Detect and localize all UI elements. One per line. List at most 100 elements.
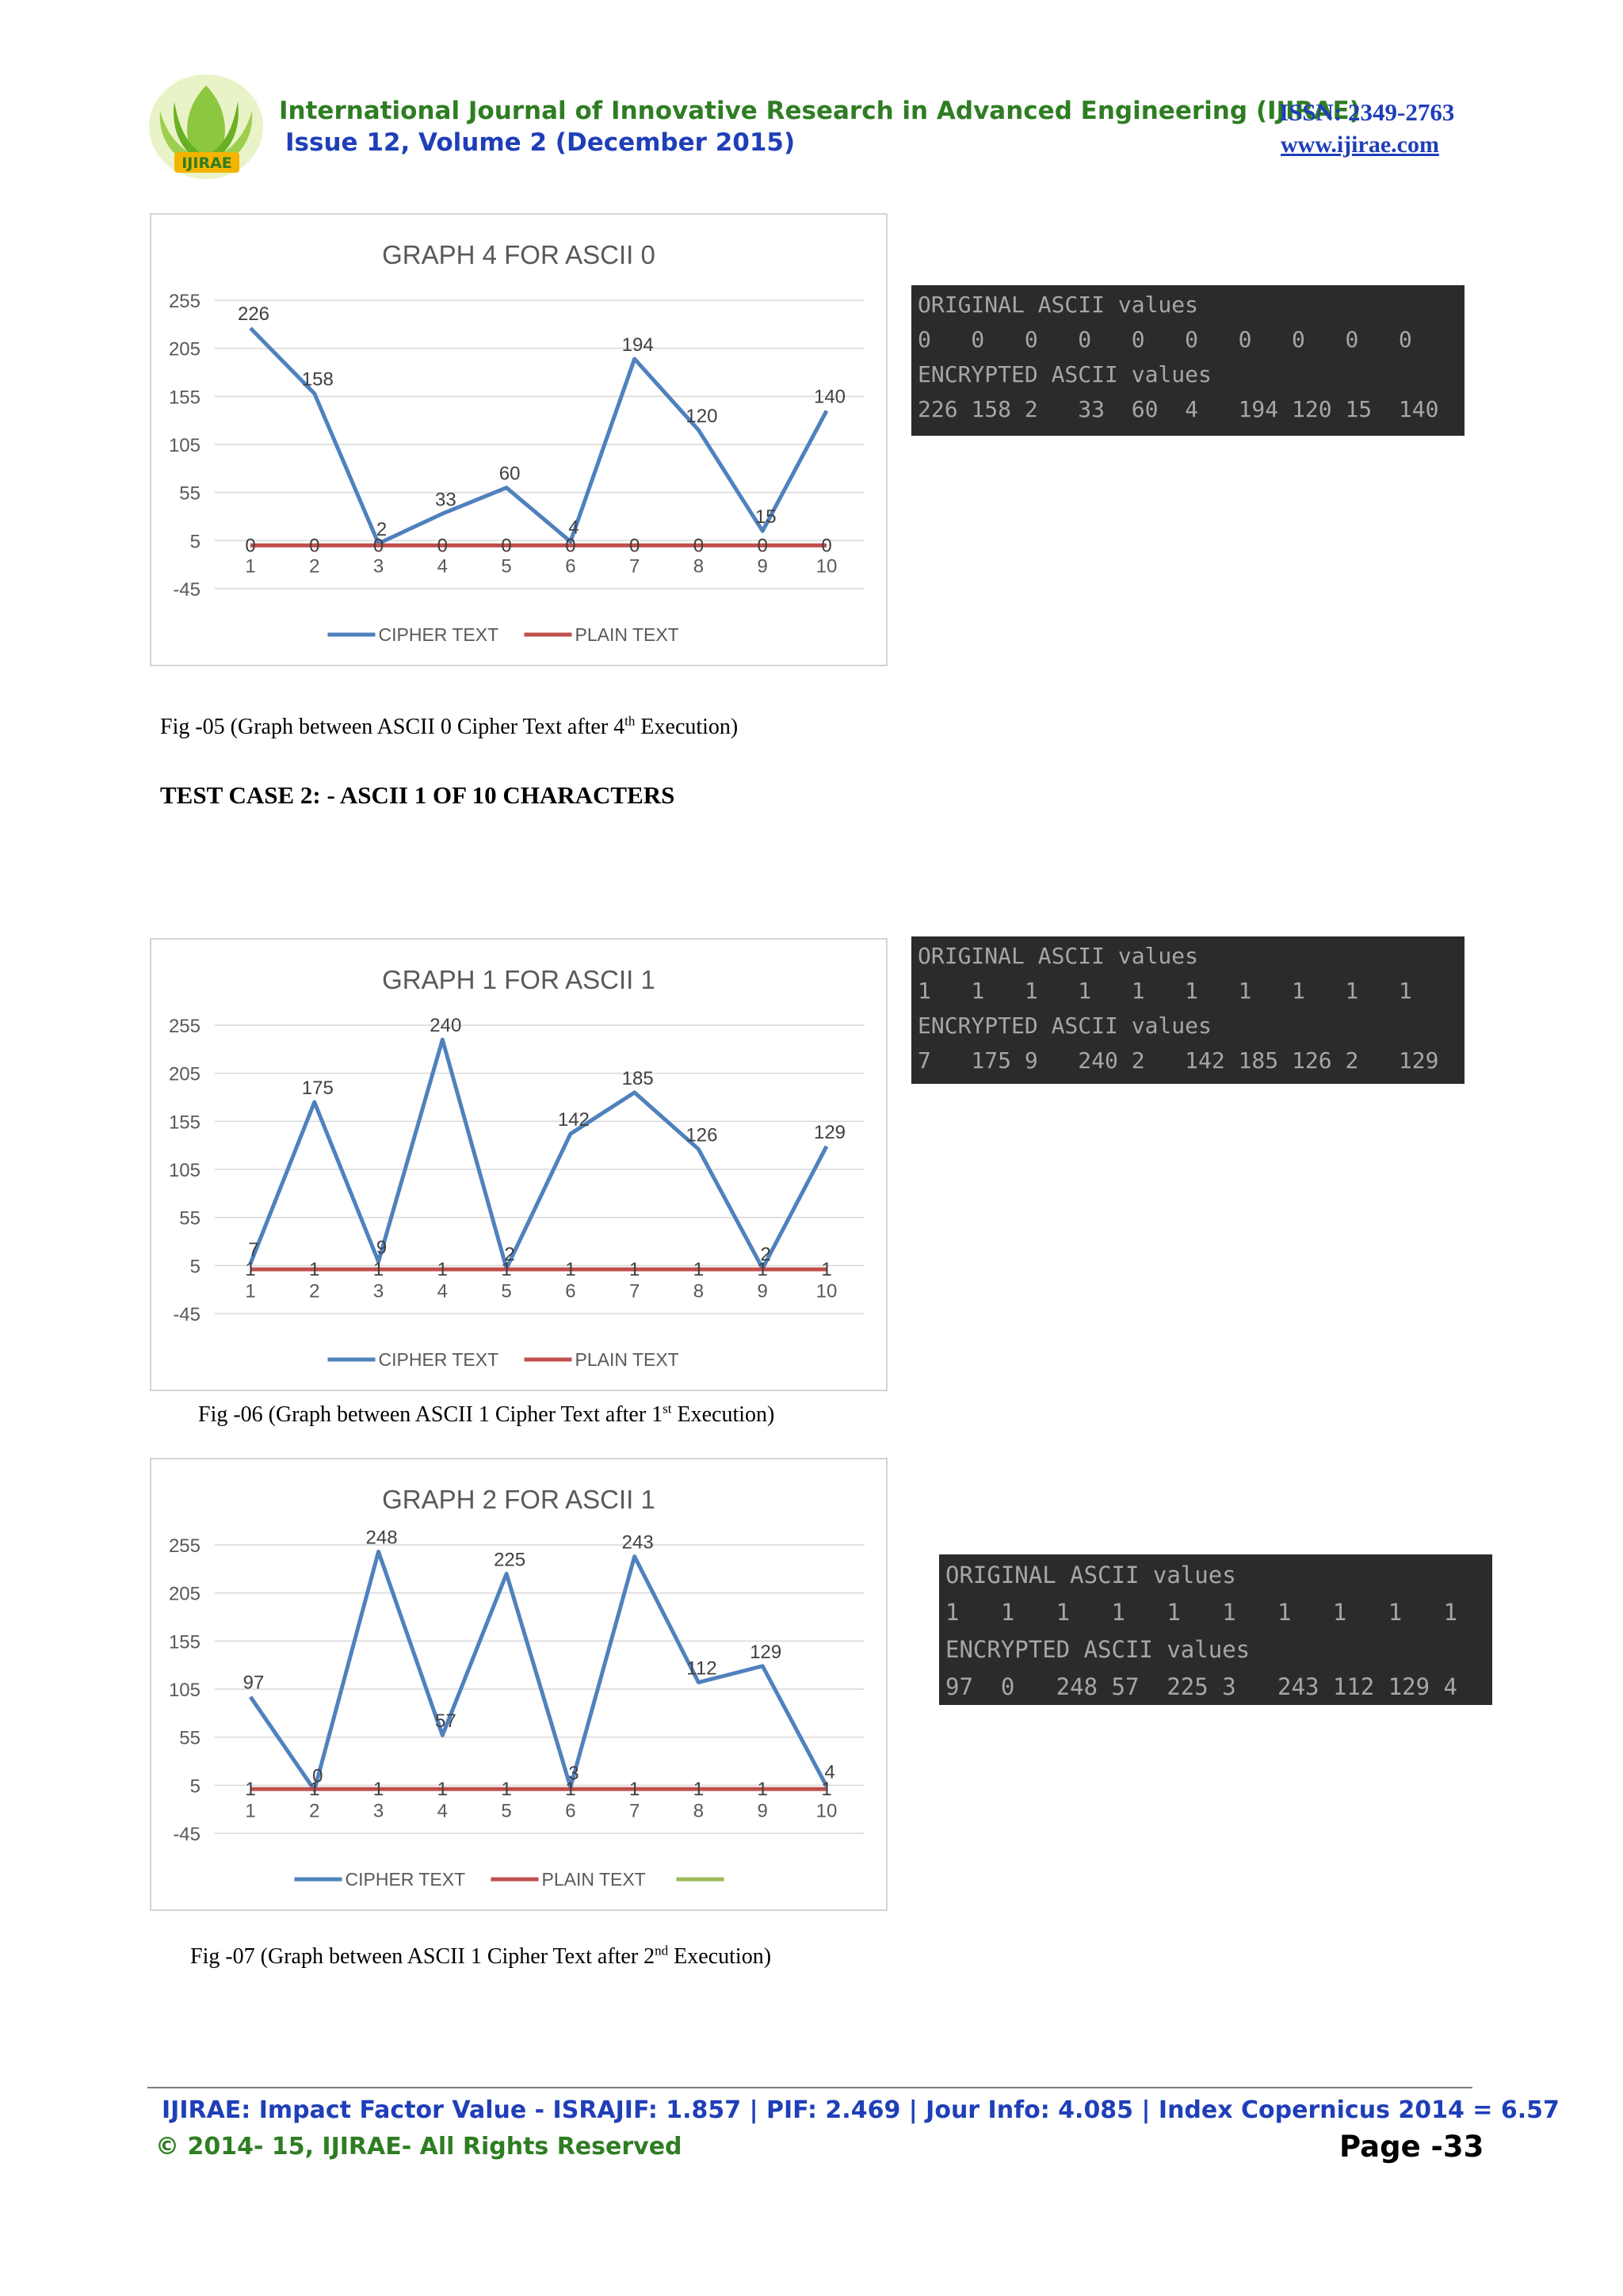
data-label: 112	[686, 1658, 716, 1680]
x-tick-label: 1	[245, 555, 255, 577]
y-tick-label: 5	[190, 531, 200, 552]
x-tick-label: 5	[501, 1280, 511, 1302]
caption-text: Fig -06 (Graph between ASCII 1 Cipher Te…	[198, 1402, 663, 1427]
data-label: 9	[376, 1237, 387, 1258]
data-label: 142	[558, 1109, 590, 1131]
terminal-line: 0 0 0 0 0 0 0 0 0 0	[918, 326, 1412, 353]
x-tick-label: 5	[501, 1800, 511, 1821]
y-tick-label: 205	[169, 1064, 200, 1085]
terminal-output-ascii-1-first: ORIGINAL ASCII values 1 1 1 1 1 1 1 1 1 …	[911, 936, 1465, 1084]
test-case-heading: TEST CASE 2: - ASCII 1 OF 10 CHARACTERS	[160, 781, 675, 809]
legend-label: PLAIN TEXT	[575, 624, 679, 645]
data-label: 1	[565, 1259, 575, 1280]
x-tick-label: 2	[309, 1800, 319, 1821]
x-tick-label: 5	[501, 555, 511, 577]
chart-graph-1-ascii-1: GRAPH 1 FOR ASCII 1 -45 5 55 105 155 205 255 1 2 3…	[150, 938, 888, 1391]
x-tick-label: 6	[565, 1800, 575, 1821]
x-tick-label: 3	[373, 555, 384, 577]
terminal-line: ORIGINAL ASCII values	[918, 943, 1199, 969]
data-label: 1	[437, 1779, 448, 1800]
caption-text: Fig -07 (Graph between ASCII 1 Cipher Te…	[190, 1944, 655, 1969]
y-tick-label: -45	[173, 1304, 200, 1325]
x-tick-label: 3	[373, 1280, 384, 1302]
x-tick-label: 6	[565, 1280, 575, 1302]
x-tick-label: 7	[629, 555, 640, 577]
data-label: 129	[750, 1642, 781, 1663]
terminal-line: ENCRYPTED ASCII values	[918, 361, 1212, 387]
page-number: Page -33	[1339, 2130, 1484, 2164]
data-label: 240	[430, 1015, 461, 1036]
y-tick-label: 155	[169, 387, 200, 408]
data-label: 57	[435, 1711, 456, 1732]
footer-divider	[147, 2087, 1472, 2088]
x-tick-label: 10	[816, 1280, 838, 1302]
y-tick-label: 255	[169, 291, 200, 312]
y-tick-label: 105	[169, 435, 200, 456]
data-label: 1	[821, 1259, 831, 1280]
x-tick-label: 10	[816, 1800, 838, 1821]
figure-caption-06: Fig -06 (Graph between ASCII 1 Cipher Te…	[198, 1402, 774, 1428]
issn: ISSN: 2349-2763	[1279, 98, 1455, 126]
data-label: 2	[504, 1244, 514, 1265]
data-label: 1	[758, 1779, 768, 1800]
data-label: 1	[501, 1259, 511, 1280]
data-label: 4	[824, 1762, 834, 1783]
data-label: 1	[245, 1779, 255, 1800]
x-tick-label: 7	[629, 1280, 640, 1302]
data-label: 140	[814, 387, 846, 408]
caption-superscript: st	[663, 1401, 672, 1417]
data-label: 1	[629, 1259, 640, 1280]
y-tick-label: 205	[169, 339, 200, 360]
x-tick-label: 4	[437, 1800, 448, 1821]
data-label: 3	[568, 1763, 579, 1784]
data-label: 15	[755, 506, 777, 528]
y-tick-label: 55	[179, 1728, 200, 1749]
data-label: 1	[245, 1259, 255, 1280]
data-label: 1	[501, 1779, 511, 1800]
data-label: 248	[366, 1527, 398, 1548]
x-tick-label: 4	[437, 1280, 448, 1302]
terminal-line: ENCRYPTED ASCII values	[945, 1636, 1251, 1663]
data-label: 1	[373, 1779, 384, 1800]
data-label: 185	[622, 1068, 654, 1089]
data-label: 1	[821, 1779, 831, 1800]
website-link[interactable]: www.ijirae.com	[1281, 132, 1439, 158]
x-tick-label: 3	[373, 1800, 384, 1821]
chart-title: GRAPH 4 FOR ASCII 0	[382, 240, 655, 269]
data-label: 2	[761, 1244, 771, 1265]
y-tick-label: 205	[169, 1584, 200, 1605]
x-tick-label: 8	[693, 1800, 704, 1821]
terminal-line: 226 158 2 33 60 4 194 120 15 140	[918, 396, 1439, 422]
data-label: 1	[565, 1779, 575, 1800]
series-line-cipher-text	[248, 1037, 829, 1271]
terminal-line: ENCRYPTED ASCII values	[918, 1013, 1212, 1039]
chart-title: GRAPH 2 FOR ASCII 1	[382, 1485, 655, 1514]
y-tick-label: 155	[169, 1631, 200, 1653]
caption-superscript: th	[624, 713, 636, 729]
data-label: 1	[309, 1779, 319, 1800]
data-label: 0	[245, 535, 255, 556]
x-tick-label: 2	[309, 555, 319, 577]
figure-caption-07: Fig -07 (Graph between ASCII 1 Cipher Te…	[190, 1944, 771, 1970]
x-tick-label: 1	[245, 1800, 255, 1821]
x-tick-label: 10	[816, 555, 838, 577]
legend-label: CIPHER TEXT	[346, 1869, 466, 1890]
terminal-output-ascii-1-second: ORIGINAL ASCII values 1 1 1 1 1 1 1 1 1 …	[939, 1554, 1492, 1705]
x-tick-label: 2	[309, 1280, 319, 1302]
y-tick-label: 255	[169, 1535, 200, 1557]
footer-copyright: © 2014- 15, IJIRAE- All Rights Reserved	[155, 2133, 682, 2161]
series-line-cipher-text	[248, 1549, 829, 1792]
data-label: 0	[373, 535, 384, 556]
data-label: 194	[622, 334, 654, 356]
x-tick-label: 1	[245, 1280, 255, 1302]
data-label: 0	[758, 535, 768, 556]
y-tick-label: 55	[179, 1208, 200, 1230]
terminal-line: 1 1 1 1 1 1 1 1 1 1	[945, 1599, 1458, 1626]
data-label: 1	[437, 1259, 448, 1280]
data-label: 126	[685, 1125, 717, 1146]
data-label: 0	[312, 1765, 323, 1787]
data-label: 226	[238, 303, 269, 325]
y-tick-label: 155	[169, 1112, 200, 1133]
footer-impact-factor: IJIRAE: Impact Factor Value - ISRAJIF: 1…	[162, 2096, 1560, 2124]
